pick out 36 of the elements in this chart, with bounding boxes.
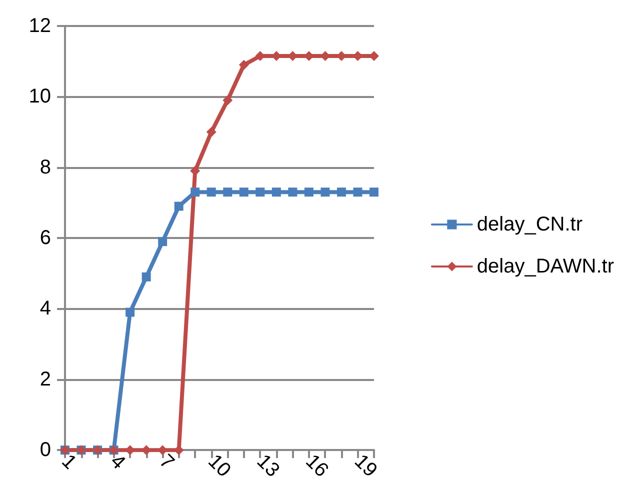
point [158,237,168,246]
x-tick-label: 1 [57,450,81,474]
y-tick-label: 0 [40,439,51,462]
point [239,188,248,197]
point [256,188,265,197]
point [288,188,298,197]
x-tick-label: 13 [252,450,284,482]
point [320,188,330,197]
x-tick-label: 19 [350,450,382,482]
x-tick-label: 4 [106,450,130,474]
point [304,188,314,197]
y-tick-label: 2 [40,368,51,390]
point [336,188,346,197]
point [238,60,249,70]
point [190,188,200,197]
point [174,202,184,211]
point [190,166,200,176]
y-tick-label: 6 [40,227,51,250]
point [142,272,151,282]
x-tick-label: 10 [204,450,235,482]
y-tick-label: 8 [40,156,51,178]
x-tick-label: 16 [301,450,332,482]
legend-label: delay_CN.tr [476,214,583,236]
point [353,188,362,197]
x-tick-label: 7 [154,450,178,474]
point [272,188,281,197]
y-tick-label: 4 [40,298,51,320]
point [126,308,135,317]
point [223,188,232,197]
legend-label: delay_DAWN.tr [476,256,614,278]
y-tick-label: 12 [28,15,51,37]
point [370,188,378,197]
point [206,127,216,138]
y-tick-label: 10 [28,86,51,108]
point [222,95,233,106]
point [206,188,216,197]
